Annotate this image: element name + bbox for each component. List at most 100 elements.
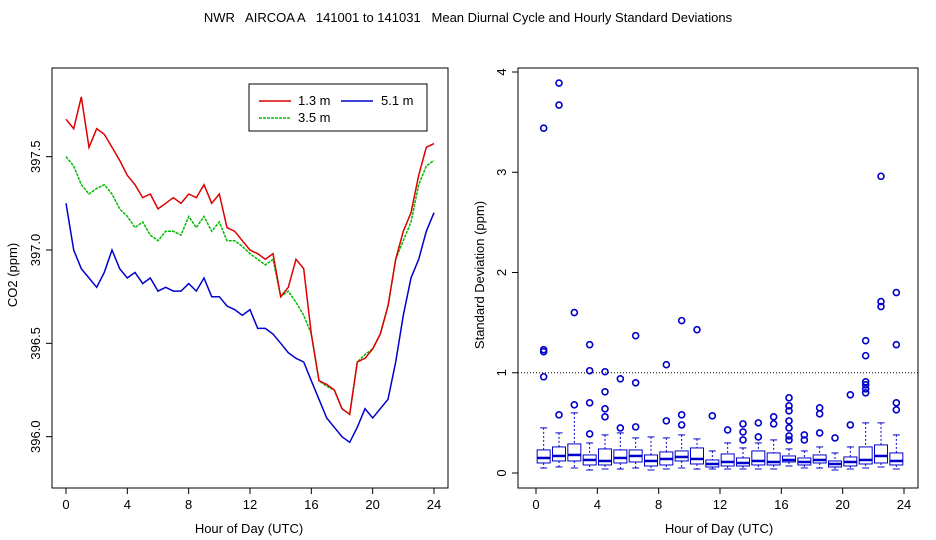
outlier-point: [892, 399, 901, 407]
box-hour-18.5: [812, 404, 827, 469]
right-x-tick-label: 20: [835, 497, 849, 512]
box-hour-7.5: [644, 436, 658, 471]
outlier-point: [662, 417, 671, 425]
series-line-1-3-m: [65, 96, 435, 416]
left-y-tick-label: 396.0: [28, 420, 43, 453]
outlier-point: [555, 79, 563, 87]
outlier-point: [785, 417, 793, 425]
box-hour-6.5: [628, 331, 643, 469]
box-hour-0.5: [536, 124, 551, 469]
outlier-point: [585, 430, 594, 438]
outlier-point: [815, 429, 824, 437]
right-x-tick-label: 16: [774, 497, 788, 512]
right-x-tick-label: 4: [594, 497, 601, 512]
box-hour-8.5: [659, 360, 674, 470]
right-y-tick-label: 2: [494, 269, 509, 276]
outlier-point: [785, 407, 793, 415]
outlier-point: [539, 124, 548, 132]
right-x-tick-label: 0: [532, 497, 539, 512]
outlier-point: [861, 384, 870, 393]
outlier-point: [555, 101, 563, 109]
outlier-point: [570, 401, 579, 409]
box-iqr: [751, 450, 766, 466]
box-hour-16.5: [782, 394, 796, 467]
box-hour-14.5: [751, 419, 766, 470]
outlier-point: [846, 391, 855, 399]
outlier-point: [677, 421, 686, 429]
outlier-point: [785, 394, 793, 402]
outlier-point: [877, 297, 885, 306]
outlier-point: [754, 433, 763, 441]
box-iqr: [567, 443, 582, 462]
outlier-point: [631, 378, 640, 387]
right-y-tick-label: 4: [494, 68, 509, 75]
legend-label-3-5m: 3.5 m: [298, 110, 331, 125]
box-hour-1.5: [552, 79, 566, 468]
box-hour-10.5: [690, 325, 704, 470]
outlier-point: [693, 325, 701, 334]
right-y-tick-label: 3: [494, 169, 509, 176]
right-y-tick-label: 0: [494, 469, 509, 476]
outlier-point: [677, 316, 686, 325]
outlier-point: [601, 405, 609, 413]
outlier-point: [769, 420, 778, 428]
box-hour-5.5: [613, 374, 628, 470]
outlier-point: [708, 412, 717, 420]
outlier-point: [877, 172, 885, 181]
left-x-tick-label: 16: [304, 497, 318, 512]
box-iqr: [598, 448, 612, 466]
series-line-5-1-m: [65, 203, 435, 444]
box-iqr: [613, 449, 628, 464]
outlier-point: [601, 387, 609, 396]
left-y-tick-label: 397.0: [28, 234, 43, 267]
page-title: NWR AIRCOA A 141001 to 141031 Mean Diurn…: [204, 10, 733, 25]
right-y-tick-label: 1: [494, 369, 509, 376]
right-y-axis-label: Standard Deviation (ppm): [472, 201, 487, 349]
outlier-point: [585, 366, 594, 375]
left-x-tick-label: 0: [62, 497, 69, 512]
left-x-tick-label: 12: [243, 497, 257, 512]
outlier-point: [723, 426, 732, 434]
left-x-tick-label: 4: [124, 497, 131, 512]
outlier-point: [892, 288, 901, 297]
outlier-point: [846, 421, 855, 429]
outlier-point: [739, 436, 747, 444]
right-x-tick-label: 8: [655, 497, 662, 512]
outlier-point: [739, 420, 747, 428]
outlier-point: [785, 402, 793, 410]
outlier-point: [861, 377, 870, 386]
outlier-point: [861, 351, 870, 360]
legend-label-5-1m: 5.1 m: [381, 93, 414, 108]
legend: 1.3 m 5.1 m 3.5 m: [248, 83, 428, 132]
box-hour-11.5: [705, 412, 720, 470]
outlier-point: [754, 419, 763, 427]
box-hour-19.5: [828, 434, 842, 471]
box-hour-23.5: [889, 288, 904, 470]
box-hour-4.5: [598, 367, 612, 470]
outlier-point: [831, 434, 839, 442]
outlier-point: [892, 340, 901, 349]
box-iqr: [536, 449, 551, 464]
outlier-point: [800, 431, 809, 439]
outlier-point: [677, 411, 686, 419]
outlier-point: [785, 432, 793, 440]
outlier-point: [539, 345, 548, 354]
legend-box: [248, 83, 428, 132]
outlier-point: [601, 413, 609, 421]
outlier-point: [785, 436, 793, 444]
box-hour-15.5: [766, 413, 781, 470]
left-y-axis-label: CO2 (ppm): [5, 243, 20, 307]
outlier-point: [616, 424, 625, 432]
right-x-tick-label: 12: [713, 497, 727, 512]
outlier-point: [631, 423, 640, 431]
left-x-tick-label: 24: [427, 497, 441, 512]
box-hour-21.5: [858, 336, 873, 469]
outlier-point: [877, 302, 885, 311]
left-y-tick-label: 396.5: [28, 327, 43, 360]
left-x-tick-label: 20: [365, 497, 379, 512]
box-iqr: [552, 446, 566, 462]
outlier-point: [631, 331, 640, 340]
outlier-point: [800, 436, 809, 444]
box-hour-2.5: [567, 308, 582, 469]
